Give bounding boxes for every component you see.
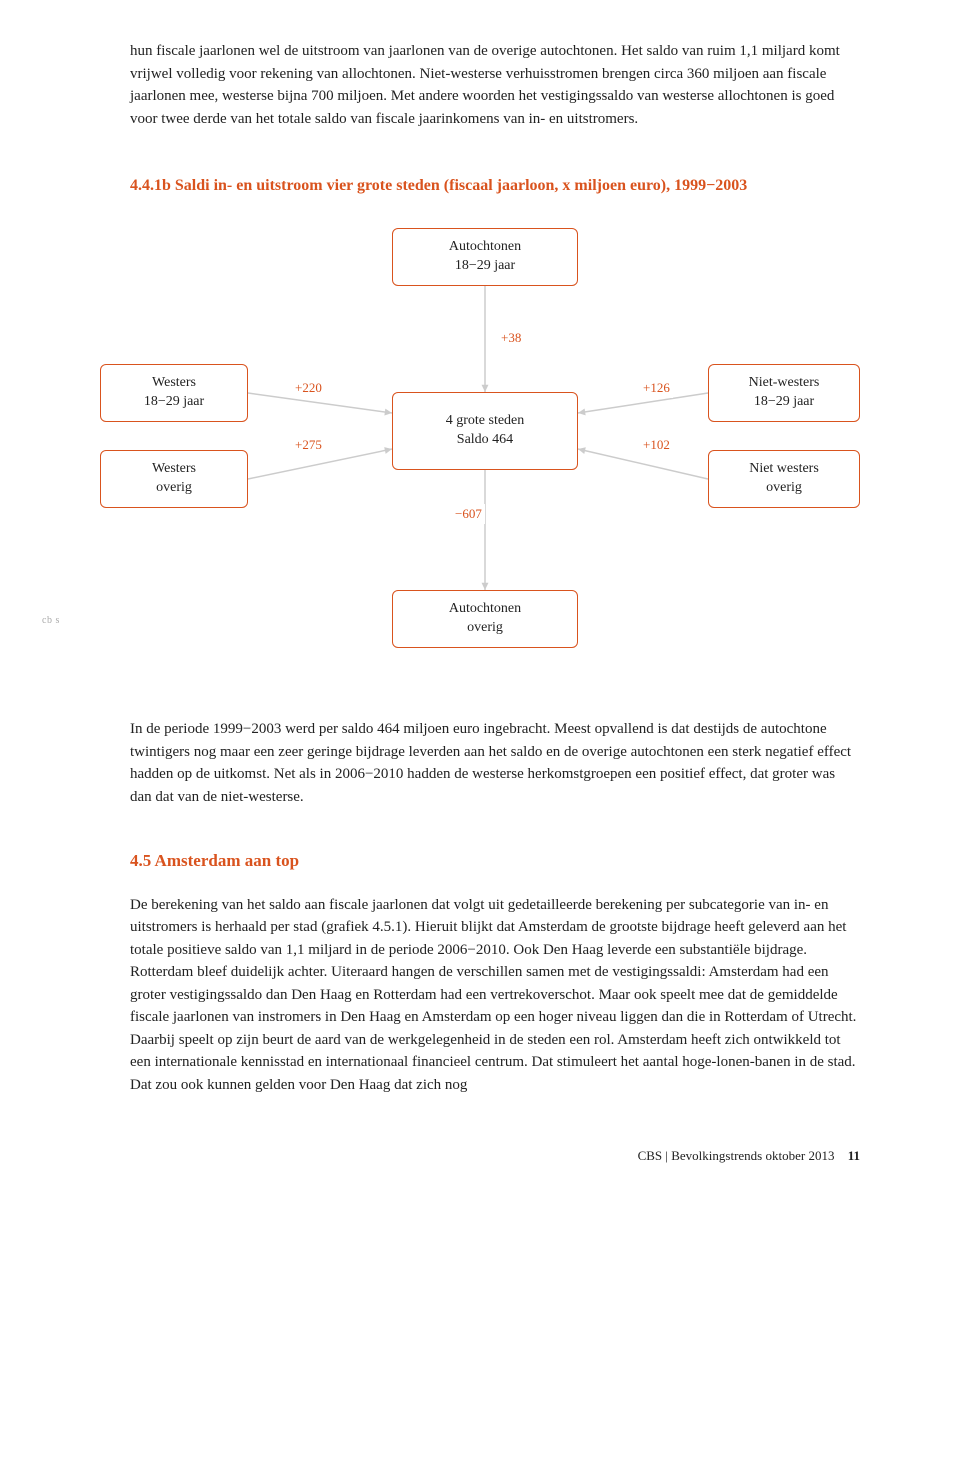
node-line: Westers (152, 460, 196, 479)
node-line: 18−29 jaar (144, 393, 204, 412)
figure-heading: 4.4.1b Saldi in- en uitstroom vier grote… (130, 174, 860, 198)
edge-label: −607 (452, 504, 485, 524)
page-footer: CBS | Bevolkingstrends oktober 2013 11 (130, 1146, 860, 1166)
diagram-node-west_other: Westersoverig (100, 450, 248, 508)
node-line: Westers (152, 374, 196, 393)
footer-page-number: 11 (848, 1148, 860, 1163)
node-line: Niet-westers (749, 374, 820, 393)
node-line: overig (467, 619, 503, 638)
node-line: 18−29 jaar (455, 257, 515, 276)
node-line: 4 grote steden (446, 412, 525, 431)
diagram-node-west_young: Westers18−29 jaar (100, 364, 248, 422)
flow-diagram: cb s Autochtonen18−29 jaarWesters18−29 j… (100, 228, 860, 718)
diagram-node-center: 4 grote stedenSaldo 464 (392, 392, 578, 470)
footer-source: CBS | Bevolkingstrends oktober 2013 (638, 1148, 835, 1163)
edge-label: +126 (640, 378, 673, 398)
flow-arrow (475, 276, 495, 402)
node-line: Autochtonen (449, 238, 521, 257)
diagram-node-nw_young: Niet-westers18−29 jaar (708, 364, 860, 422)
section-heading: 4.5 Amsterdam aan top (130, 848, 860, 874)
node-line: overig (766, 479, 802, 498)
node-line: Autochtonen (449, 600, 521, 619)
intro-paragraph: hun fiscale jaarlonen wel de uitstroom v… (130, 40, 860, 130)
cbs-logo-mark: cb s (42, 616, 60, 626)
node-line: Niet westers (749, 460, 819, 479)
diagram-node-nw_other: Niet westersoverig (708, 450, 860, 508)
section-paragraph: De berekening van het saldo aan fiscale … (130, 894, 860, 1097)
diagram-node-auto_young: Autochtonen18−29 jaar (392, 228, 578, 286)
edge-label: +220 (292, 378, 325, 398)
node-line: Saldo 464 (457, 431, 513, 450)
node-line: overig (156, 479, 192, 498)
edge-label: +38 (498, 328, 524, 348)
edge-label: +275 (292, 435, 325, 455)
flow-arrow (475, 460, 495, 600)
diagram-node-auto_other: Autochtonenoverig (392, 590, 578, 648)
edge-label: +102 (640, 435, 673, 455)
node-line: 18−29 jaar (754, 393, 814, 412)
body-paragraph: In de periode 1999−2003 werd per saldo 4… (130, 718, 860, 808)
